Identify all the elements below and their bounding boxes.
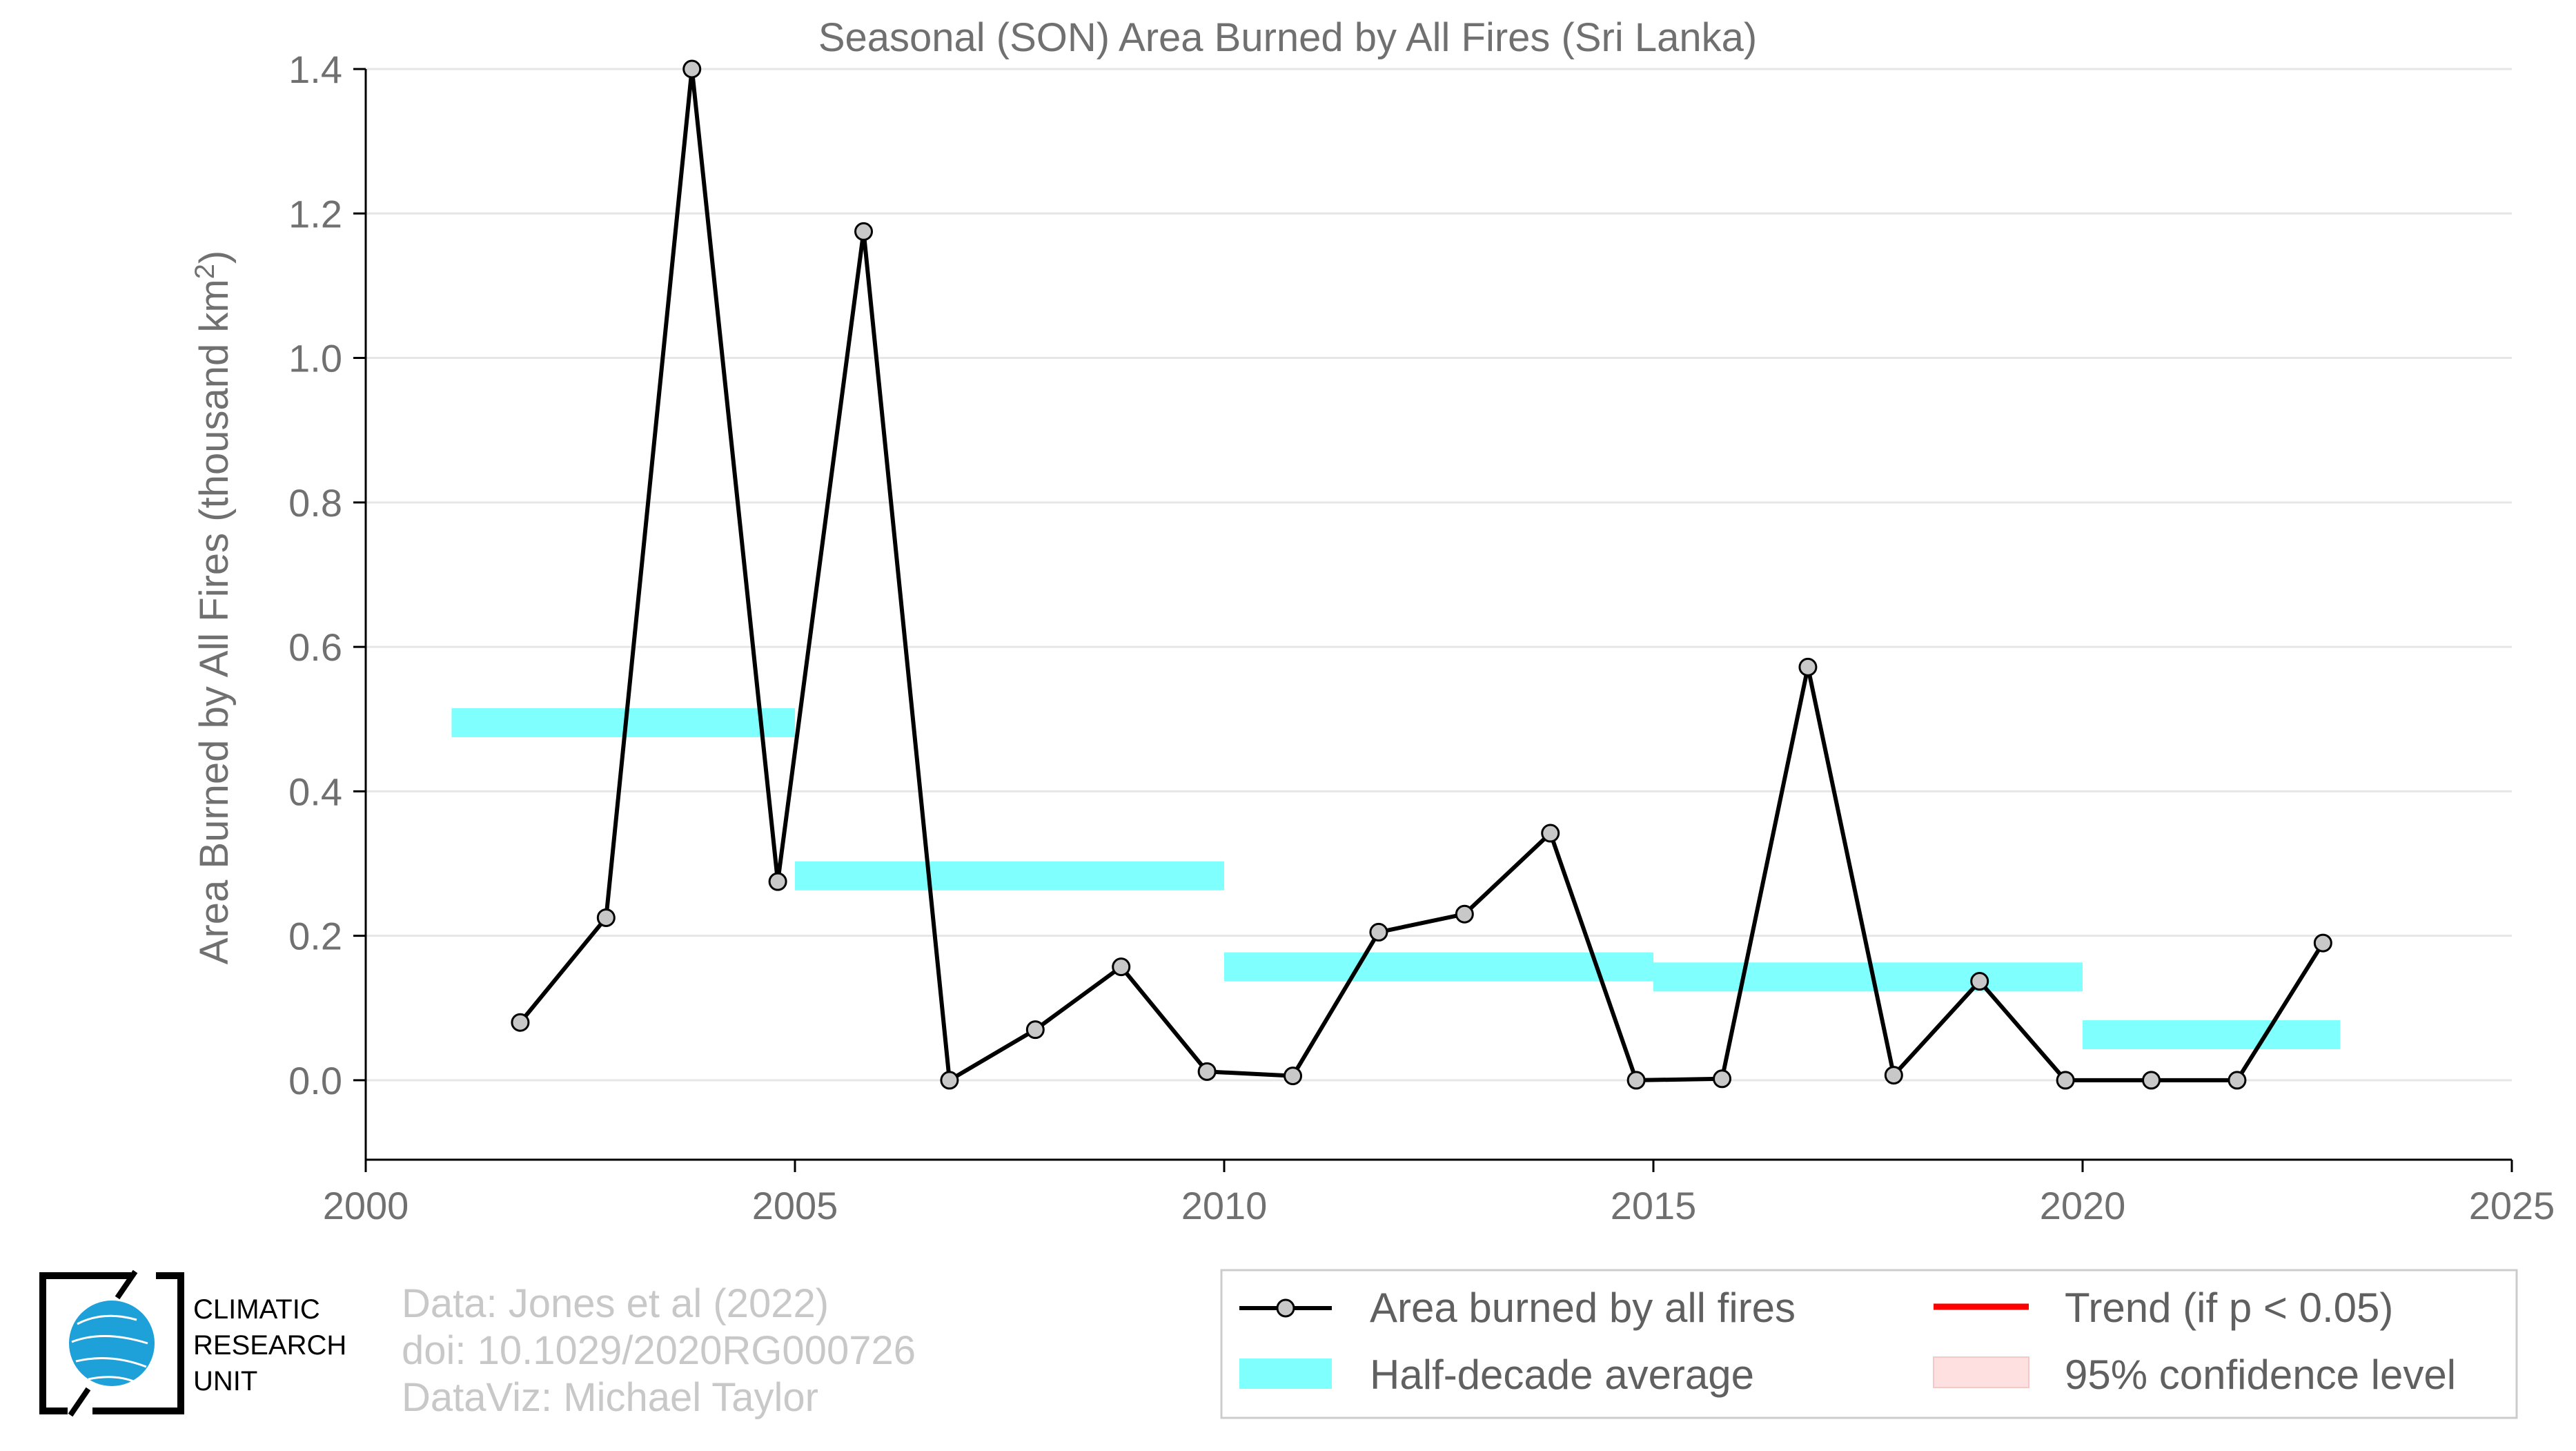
y-tick-label: 1.2 — [288, 192, 342, 235]
x-tick-label: 2015 — [1611, 1184, 1697, 1227]
legend-label-series: Area burned by all fires — [1370, 1285, 1796, 1331]
y-tick-label: 1.4 — [288, 48, 342, 91]
legend-item-half-decade: Half-decade average — [1239, 1352, 1754, 1398]
legend-label-confidence: 95% confidence level — [2065, 1352, 2456, 1398]
legend-item-confidence: 95% confidence level — [1933, 1352, 2456, 1398]
legend: Area burned by all fires Half-decade ave… — [1220, 1269, 2518, 1419]
globe-icon — [69, 1301, 155, 1386]
x-tick-label: 2010 — [1181, 1184, 1268, 1227]
data-point — [768, 872, 787, 891]
data-point — [1970, 972, 1989, 991]
legend-box — [1220, 1269, 2518, 1419]
y-tick-label: 0.2 — [288, 915, 342, 958]
cru-logo: CLIMATIC RESEARCH UNIT — [39, 1269, 346, 1417]
chart-title: Seasonal (SON) Area Burned by All Fires … — [818, 15, 1757, 60]
series-line-path — [518, 67, 2325, 1082]
data-point — [1112, 957, 1131, 977]
globe-contour-lines — [71, 1314, 148, 1383]
legend-swatch-confidence — [1933, 1356, 2029, 1388]
data-point — [596, 908, 616, 927]
data-point — [1798, 657, 1818, 676]
half-decade-average-bars — [451, 708, 2341, 1049]
half-decade-bar — [795, 861, 1224, 890]
legend-label-half-decade: Half-decade average — [1370, 1352, 1754, 1398]
data-point — [1626, 1071, 1646, 1090]
logo-bracket-left — [39, 1272, 131, 1414]
series-area-burned — [511, 59, 2332, 1090]
y-axis-label-main: Area Burned by All Fires (thousand km — [192, 279, 237, 964]
y-tick-label: 0.6 — [288, 625, 342, 669]
credit-doi: doi: 10.1029/2020RG000726 — [402, 1328, 916, 1373]
credit-data: Data: Jones et al (2022) — [402, 1281, 829, 1326]
data-point — [682, 59, 702, 79]
logo-slash-bottom — [68, 1387, 91, 1417]
data-point — [1197, 1062, 1217, 1081]
y-tick-label: 0.0 — [288, 1059, 342, 1102]
legend-item-series: Area burned by all fires — [1239, 1285, 1796, 1331]
data-point — [1369, 922, 1388, 942]
data-point — [854, 222, 874, 241]
logo-text-unit: UNIT — [193, 1366, 257, 1396]
grid-lines — [366, 68, 2512, 1082]
data-point — [1025, 1020, 1045, 1040]
data-point — [1541, 824, 1560, 843]
data-point — [2228, 1071, 2247, 1090]
x-tick-label: 2000 — [323, 1184, 409, 1227]
y-axis-label: Area Burned by All Fires (thousand km2) — [190, 251, 237, 965]
credits: Data: Jones et al (2022) doi: 10.1029/20… — [402, 1281, 916, 1420]
data-point — [1713, 1069, 1732, 1089]
x-tick-labels: 2000 2005 2010 2015 2020 2025 — [323, 1184, 2555, 1227]
half-decade-bar — [2083, 1020, 2341, 1049]
data-point — [1455, 904, 1474, 924]
data-point — [1884, 1066, 1903, 1085]
y-tick-label: 1.0 — [288, 337, 342, 380]
x-tick-label: 2020 — [2040, 1184, 2126, 1227]
y-tick-labels: 0.0 0.2 0.4 0.6 0.8 1.0 1.2 1.4 — [288, 48, 342, 1102]
logo-slash-top — [115, 1269, 138, 1300]
logo-bracket-right — [92, 1272, 184, 1414]
legend-swatch-band — [1239, 1359, 1332, 1389]
half-decade-bar — [1653, 962, 2083, 992]
half-decade-bar — [1224, 952, 1653, 982]
credit-dataviz: DataViz: Michael Taylor — [402, 1375, 818, 1420]
axes — [353, 68, 2513, 1172]
data-point — [2056, 1071, 2075, 1090]
y-tick-label: 0.4 — [288, 770, 342, 813]
data-point — [511, 1013, 530, 1032]
y-axis-label-sup: 2 — [190, 264, 220, 279]
legend-label-trend: Trend (if p < 0.05) — [2065, 1285, 2393, 1331]
logo-text-research: RESEARCH — [193, 1330, 346, 1361]
legend-swatch-marker — [1276, 1298, 1295, 1318]
data-point — [1284, 1067, 1303, 1086]
logo-text-climatic: CLIMATIC — [193, 1294, 320, 1325]
data-point — [940, 1071, 959, 1090]
y-tick-label: 0.8 — [288, 481, 342, 525]
legend-item-trend: Trend (if p < 0.05) — [1934, 1285, 2393, 1331]
x-tick-label: 2025 — [2469, 1184, 2555, 1227]
x-tick-label: 2005 — [752, 1184, 838, 1227]
data-point — [2142, 1071, 2161, 1090]
y-axis-label-end: ) — [192, 251, 237, 264]
data-point — [2313, 933, 2332, 953]
